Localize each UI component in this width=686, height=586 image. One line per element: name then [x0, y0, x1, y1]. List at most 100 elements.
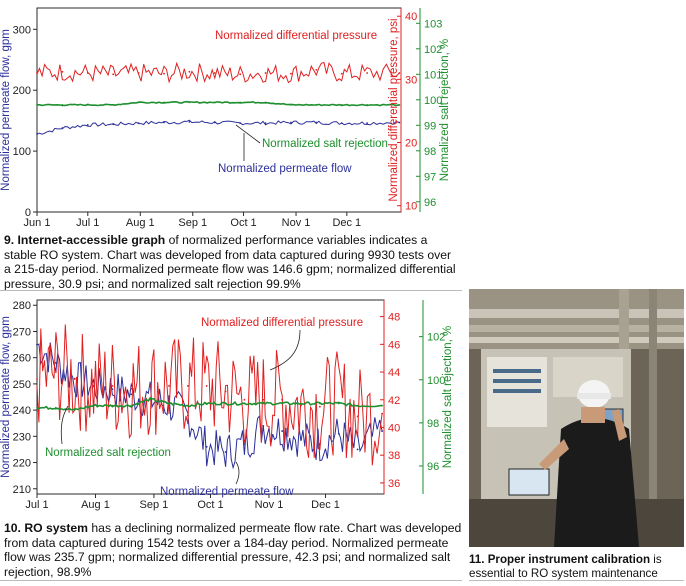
ro-system-photo: [469, 289, 684, 547]
chart-9-x-tick-label: Oct 1: [230, 217, 256, 229]
chart-10-point-dp: [281, 398, 284, 401]
chart-10-point-dp: [262, 398, 265, 401]
divider: [0, 290, 462, 291]
chart-9-y1-tick-label: 40: [405, 11, 417, 23]
figure-11-caption: 11. Proper instrument calibration is ess…: [469, 553, 685, 580]
chart-9-y1-tick-label: 10: [405, 201, 417, 213]
chart-10-point-dp: [168, 385, 170, 387]
chart-9-point-flow: [86, 124, 89, 126]
chart-10-annotation-rejection: Normalized salt rejection: [45, 447, 171, 459]
chart-10-point-flow: [262, 424, 265, 427]
chart-10-plot-frame: [36, 299, 385, 495]
chart-10-y1-tick-label: 42: [388, 395, 400, 407]
chart-9-y-tick-label: 0: [25, 207, 31, 219]
chart-9-point-rejection: [163, 101, 165, 104]
chart-10-frame: [36, 299, 385, 495]
chart-10-x-tick-label: Nov 1: [255, 499, 284, 511]
chart-9-point-flow: [61, 127, 64, 129]
chart-9-point-dp: [86, 72, 89, 74]
chart-9-y-tick-label: 100: [13, 146, 31, 158]
chart-10-point-rejection: [186, 404, 189, 407]
chart-9-point-dp: [36, 72, 38, 74]
chart-10-y-tick-label: 220: [13, 458, 31, 470]
chart-10-point-rejection: [300, 402, 302, 405]
chart-10-point-flow: [111, 388, 114, 391]
chart-9-point-flow: [366, 122, 369, 124]
chart-9-y1-tick-label: 20: [405, 138, 417, 150]
chart-10-y-tick-label: 270: [13, 326, 31, 338]
chart-10-performance-graph: Jul 1 Aug 1 Sep 1 Oct 1 Nov 1 Dec 1 210 220 230 2…: [0, 299, 454, 511]
chart-10-point-rejection: [262, 402, 265, 405]
chart-10-point-flow: [205, 445, 208, 448]
chart-9-point-dp: [315, 68, 318, 71]
chart-9-point-rejection: [137, 101, 140, 104]
chart-10-point-dp: [356, 415, 359, 418]
chart-10-y-tick-label: 250: [13, 379, 31, 391]
chart-10-x-tick-label: Dec 1: [311, 499, 340, 511]
chart-9-annotation-flow: Normalized permeate flow: [218, 163, 352, 175]
chart-10-y2-tick-label: 100: [427, 375, 445, 387]
figure-9-caption: 9. Internet-accessible graph of normaliz…: [4, 233, 459, 291]
chart-10-point-dp: [149, 385, 152, 387]
chart-9-point-flow: [340, 122, 343, 124]
chart-10-point-flow: [243, 443, 246, 446]
chart-10-annotation-flow-leader: [235, 461, 240, 485]
chart-9-y2-tick-label: 99: [424, 120, 436, 132]
chart-10-y2-tick-label: 98: [427, 418, 439, 430]
chart-9-series-dp: [36, 61, 400, 84]
chart-10-point-dp: [111, 385, 114, 387]
chart-10-point-rejection: [36, 406, 38, 409]
chart-9-point-rejection: [188, 101, 191, 104]
chart-9-point-dp: [290, 72, 292, 75]
chart-9-x-tick-label: Nov 1: [282, 217, 311, 229]
chart-9-point-rejection: [112, 104, 115, 106]
chart-9-y2-tick-label: 96: [424, 197, 436, 209]
chart-10-point-flow: [337, 432, 340, 435]
chart-9-axis-title-2: Normalized salt rejection, %: [439, 39, 451, 182]
chart-10-y1-tick-label: 38: [388, 450, 400, 462]
chart-10-y2-tick-label: 102: [427, 332, 445, 344]
chart-9-point-dp: [213, 72, 216, 74]
chart-9-y-tick-label: 200: [13, 85, 31, 97]
chart-9-point-rejection: [315, 104, 318, 106]
chart-10-y-tick-label: 210: [13, 484, 31, 496]
chart-10-series-layer: [36, 324, 384, 470]
chart-10-point-dp: [54, 371, 57, 373]
chart-10-y1-tick-label: 46: [388, 339, 400, 351]
chart-10-y-tick-label: 240: [13, 405, 31, 417]
chart-10-point-rejection: [356, 404, 359, 407]
chart-10-point-rejection: [54, 406, 57, 409]
chart-9-point-rejection: [366, 104, 369, 106]
chart-10-y-tick-label: 260: [13, 353, 31, 365]
chart-9-y2-tick-label: 101: [424, 69, 442, 81]
chart-9-point-dp: [137, 72, 140, 74]
chart-10-x-tick-label: Oct 1: [197, 499, 223, 511]
chart-9-point-dp: [340, 72, 343, 75]
chart-9-point-flow: [239, 122, 242, 124]
chart-10-y1-tick-label: 48: [388, 312, 400, 324]
chart-9-point-flow: [290, 121, 292, 124]
chart-9-series-layer: [36, 61, 401, 135]
chart-9-x-tick-label: Jul 1: [76, 217, 99, 229]
chart-9-point-flow: [213, 121, 216, 124]
chart-10-x-tick-label: Aug 1: [81, 499, 110, 511]
figure-10-caption: 10. RO system has a declining normalized…: [4, 521, 464, 579]
figure-10-caption-title: 10. RO system: [4, 521, 89, 535]
chart-10-point-flow: [281, 430, 284, 432]
chart-10-point-flow: [300, 438, 302, 440]
figure-9-caption-title: 9. Internet-accessible graph: [4, 233, 166, 247]
chart-10-point-rejection: [130, 404, 133, 407]
chart-10-point-rejection: [92, 404, 95, 407]
chart-9-point-rejection: [264, 101, 267, 104]
chart-10-y1-tick-label: 40: [388, 422, 400, 434]
chart-9-annotation-dp: Normalized differential pressure: [215, 30, 377, 42]
chart-9-y2-tick-label: 98: [424, 146, 436, 158]
chart-9-y-tick-label: 300: [13, 24, 31, 36]
chart-9-point-rejection: [398, 104, 401, 106]
chart-9-point-dp: [264, 72, 267, 74]
chart-9-y2-tick-label: 102: [424, 44, 442, 56]
divider: [469, 580, 684, 581]
chart-10-point-dp: [73, 378, 76, 380]
chart-9-point-dp: [239, 73, 242, 76]
chart-9-point-flow: [188, 120, 191, 123]
